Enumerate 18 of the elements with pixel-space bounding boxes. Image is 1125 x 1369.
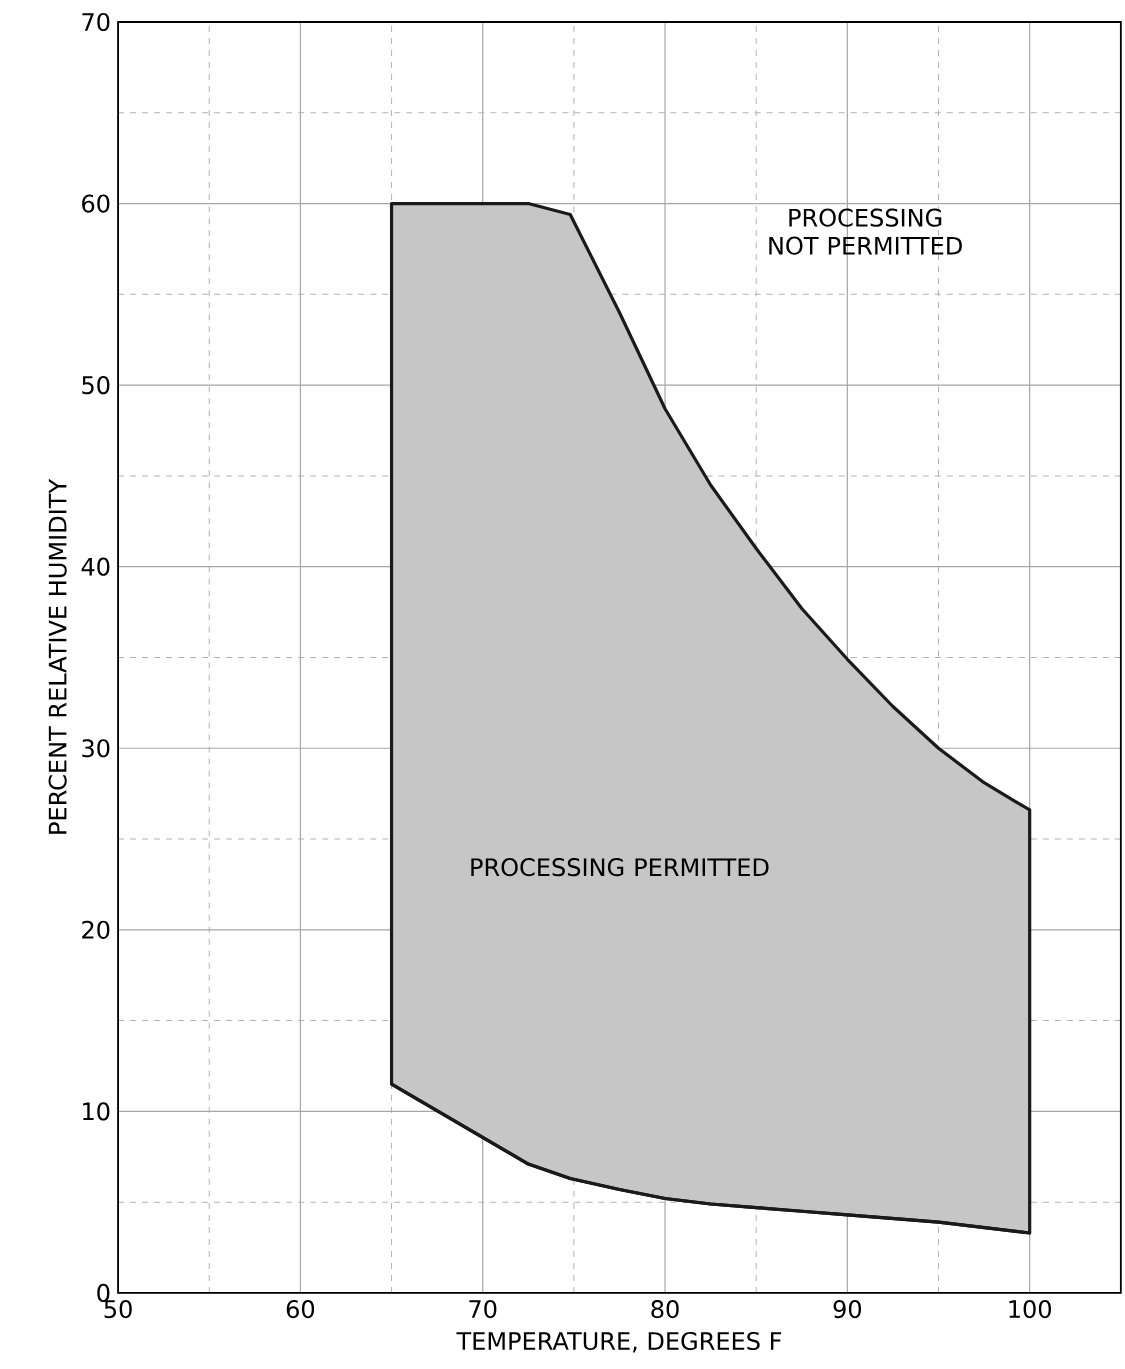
x-tick-label: 60 [286,1300,315,1319]
y-axis-title: PERCENT RELATIVE HUMIDITY [48,478,67,834]
y-tick-label: 40 [81,557,110,576]
y-tick-label: 0 [97,1283,110,1303]
x-tick-label: 80 [651,1300,679,1319]
x-axis-title: TEMPERATURE, DEGREES F [456,1331,782,1353]
y-tick-label: 70 [82,12,110,32]
x-tick-label: 90 [833,1300,862,1319]
annotation: PROCESSING PERMITTED [471,858,769,877]
x-tick-label: 50 [104,1300,132,1319]
y-tick-label: 10 [83,1102,110,1121]
y-tick-label: 30 [82,739,110,758]
annotation: PROCESSING NOT PERMITTED [769,208,962,255]
y-tick-label: 50 [82,376,110,395]
x-tick-label: 100 [1009,1300,1052,1319]
y-tick-label: 20 [82,920,110,939]
y-tick-label: 60 [82,194,110,213]
x-tick-label: 70 [469,1300,497,1319]
